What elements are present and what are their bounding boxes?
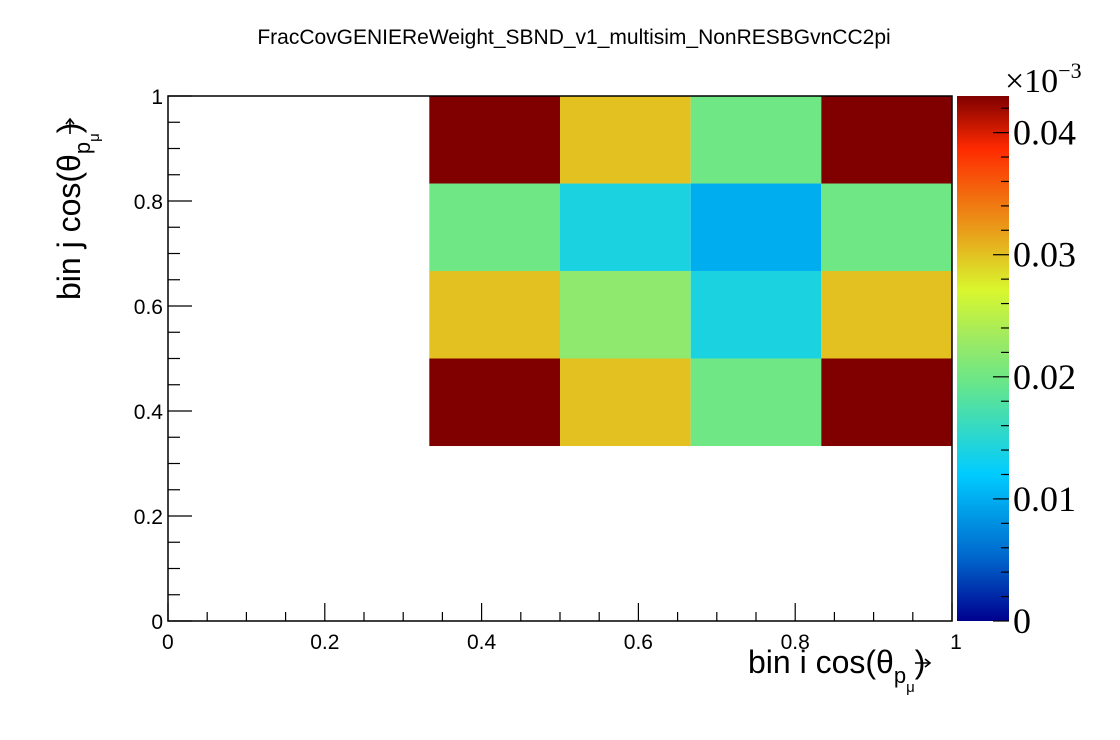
heatmap-cell (429, 183, 560, 271)
heatmap-cell (429, 358, 560, 447)
heatmap-cells (429, 96, 952, 447)
heatmap-cell (690, 183, 822, 271)
x-axis-label-suffix: ) (915, 644, 926, 680)
chart-title: FracCovGENIEReWeight_SBND_v1_multisim_No… (257, 26, 890, 49)
heatmap-cell (821, 358, 952, 447)
y-tick-label: 0.2 (134, 506, 163, 529)
y-tick-label: 0 (151, 611, 163, 634)
x-tick-label: 0.6 (624, 631, 653, 654)
y-tick-label: 0.6 (134, 296, 163, 319)
x-tick-label: 0 (162, 631, 174, 654)
x-tick-label: 1 (950, 631, 962, 654)
x-tick-label: 0.8 (781, 631, 810, 654)
heatmap-cell (560, 270, 691, 359)
colorbar-axis: 0 0.01 0.02 0.03 0.04 (993, 107, 1076, 641)
colorbar-tick-label: 0.03 (1013, 235, 1076, 275)
x-axis-label: bin i cos(θpμ) (748, 644, 925, 696)
y-tick-label: 0.8 (134, 191, 163, 214)
y-axis-label-sub-p: p (70, 142, 95, 154)
heatmap-cell (821, 183, 952, 271)
x-axis-label-sub-p: p (894, 663, 906, 688)
colorbar-tick-label: 0.02 (1013, 357, 1076, 397)
colorbar-multiplier: ×10−3 (1005, 58, 1082, 100)
heatmap-cell (429, 96, 560, 184)
y-tick-label: 0.4 (134, 401, 164, 424)
colorbar-multiplier-base: ×10 (1005, 63, 1058, 100)
x-tick-label: 0.4 (467, 631, 497, 654)
y-axis-label: bin j cos(θpμ) (51, 123, 103, 300)
x-axis-label-sub-mu: μ (906, 679, 915, 696)
colorbar-multiplier-exponent: −3 (1058, 58, 1081, 83)
colorbar-tick-label: 0.04 (1013, 113, 1076, 153)
x-axis-label-prefix: bin i cos(θ (748, 644, 894, 680)
heatmap-cell (821, 270, 952, 359)
colorbar-tick-label: 0.01 (1013, 479, 1076, 519)
x-axis: 0 0.2 0.4 0.6 0.8 1 (162, 603, 962, 654)
heatmap-cell (560, 96, 691, 184)
x-axis-label-vector-arrow (915, 658, 932, 668)
y-axis-label-vector-arrow (65, 117, 75, 134)
y-axis-label-group: bin j cos(θpμ) (51, 117, 103, 300)
heatmap-cell (560, 358, 691, 447)
heatmap-cell (429, 270, 560, 359)
y-axis-label-suffix: ) (51, 123, 87, 134)
y-axis-label-sub-mu: μ (86, 133, 103, 142)
y-axis: 0 0.2 0.4 0.6 0.8 1 (134, 86, 192, 634)
heatmap-cell (690, 358, 822, 447)
heatmap-cell (690, 96, 822, 184)
y-tick-label: 1 (151, 86, 163, 109)
heatmap-cell (560, 183, 691, 271)
colorbar (957, 96, 1009, 621)
x-tick-label: 0.2 (310, 631, 339, 654)
y-axis-label-prefix: bin j cos(θ (51, 154, 87, 300)
heatmap-cell (821, 96, 952, 184)
heatmap-cell (690, 270, 822, 359)
colorbar-tick-label: 0 (1013, 601, 1031, 641)
